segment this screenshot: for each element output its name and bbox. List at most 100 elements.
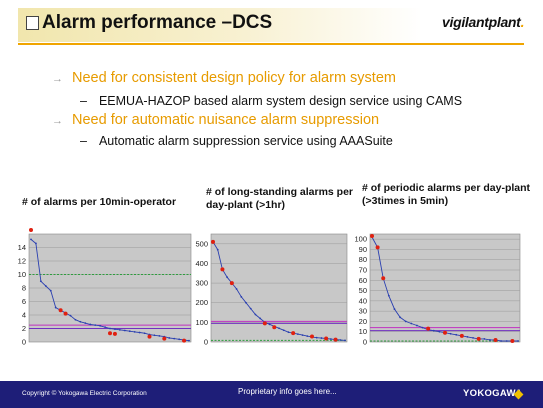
y-tick-label: 20 <box>359 317 367 326</box>
y-tick-label: 0 <box>363 338 367 347</box>
data-point <box>69 314 72 317</box>
page-title: Alarm performance –DCS <box>42 12 273 33</box>
title-bullet-icon <box>26 16 39 30</box>
highlight-point <box>229 281 234 286</box>
data-point <box>168 337 171 339</box>
data-point <box>89 323 92 326</box>
bullet-heading-1: → Need for consistent design policy for a… <box>52 70 396 86</box>
data-point <box>74 318 77 321</box>
y-tick-label: 100 <box>354 235 367 244</box>
data-point <box>466 335 469 338</box>
highlight-point <box>459 333 464 338</box>
bullet-sub-1: – EEMUA-HAZOP based alarm system design s… <box>80 94 462 108</box>
chart-2-title: # of long-standing alarms per day-plant … <box>206 186 354 211</box>
data-point <box>404 320 407 323</box>
data-point <box>249 307 252 310</box>
highlight-point <box>476 336 481 341</box>
data-point <box>128 330 131 333</box>
highlight-point <box>29 227 33 232</box>
logo-dot: . <box>520 14 525 30</box>
data-point <box>143 332 146 335</box>
highlight-point <box>381 276 386 281</box>
data-point <box>79 320 82 323</box>
y-tick-label: 60 <box>359 276 367 285</box>
y-tick-label: 100 <box>195 318 208 327</box>
highlight-point <box>262 321 267 326</box>
highlight-point <box>58 308 63 313</box>
data-point <box>94 324 97 327</box>
arrow-bullet-icon: → <box>52 115 63 127</box>
y-tick-label: 400 <box>195 259 208 268</box>
highlight-point <box>162 336 167 341</box>
y-tick-label: 90 <box>359 245 367 254</box>
y-tick-label: 2 <box>22 324 26 333</box>
highlight-point <box>112 331 117 336</box>
data-point <box>39 280 42 283</box>
y-tick-label: 6 <box>22 297 26 306</box>
dash-bullet: – <box>80 94 87 108</box>
bullet-heading-text: Need for automatic nuisance alarm suppre… <box>72 112 380 128</box>
data-point <box>99 324 102 327</box>
highlight-point <box>493 337 498 342</box>
highlight-point <box>182 338 187 343</box>
data-point <box>455 333 458 336</box>
y-tick-label: 4 <box>22 311 26 320</box>
highlight-point <box>324 336 329 341</box>
data-point <box>158 335 161 337</box>
chart-1-title: # of alarms per 10min-operator <box>22 196 177 208</box>
data-point <box>123 329 126 332</box>
highlight-point <box>291 331 296 336</box>
highlight-point <box>310 334 314 339</box>
y-tick-label: 10 <box>18 270 26 279</box>
proprietary-text: Proprietary info goes here... <box>238 387 337 396</box>
data-point <box>339 339 342 341</box>
y-tick-label: 80 <box>359 255 367 264</box>
bullet-sub-text: Automatic alarm suppression service usin… <box>98 134 393 148</box>
data-point <box>188 339 190 342</box>
data-point <box>387 294 390 297</box>
y-tick-label: 50 <box>359 286 367 295</box>
data-point <box>35 242 37 245</box>
y-tick-label: 10 <box>359 327 367 336</box>
data-point <box>421 326 424 329</box>
logo-text: vigilantplant <box>442 14 521 30</box>
data-point <box>489 339 491 341</box>
title-divider <box>18 43 524 45</box>
data-point <box>259 317 262 320</box>
highlight-point <box>211 239 215 244</box>
data-point <box>138 331 141 334</box>
data-point <box>118 328 121 331</box>
data-point <box>30 238 32 241</box>
data-point <box>254 313 257 316</box>
arrow-bullet-icon: → <box>52 73 63 85</box>
data-point <box>329 338 332 340</box>
data-point <box>505 340 508 342</box>
bullet-heading-text: Need for consistent design policy for al… <box>72 70 396 86</box>
y-tick-label: 0 <box>22 338 26 347</box>
data-point <box>216 248 219 251</box>
highlight-point <box>147 334 152 339</box>
data-point <box>416 324 418 327</box>
data-point <box>320 337 323 339</box>
y-tick-label: 500 <box>195 239 208 248</box>
data-point <box>173 337 176 340</box>
data-point <box>472 336 474 339</box>
data-point <box>109 327 111 330</box>
chart-long-standing-alarms: 0 100 200 300 400 500 <box>195 233 348 347</box>
data-point <box>500 340 503 342</box>
data-point <box>44 285 47 287</box>
data-point <box>104 326 106 329</box>
data-point <box>449 332 452 335</box>
yokogawa-logo: YOKOGAWA <box>463 388 523 399</box>
y-tick-label: 0 <box>204 338 208 347</box>
highlight-point <box>426 326 431 331</box>
highlight-point <box>375 245 380 250</box>
data-point <box>245 301 247 304</box>
bullet-heading-2: → Need for automatic nuisance alarm suppr… <box>52 112 380 128</box>
data-point <box>240 295 243 298</box>
data-point <box>306 335 309 338</box>
data-point <box>282 329 285 332</box>
data-point <box>483 338 486 340</box>
data-point <box>399 316 401 319</box>
